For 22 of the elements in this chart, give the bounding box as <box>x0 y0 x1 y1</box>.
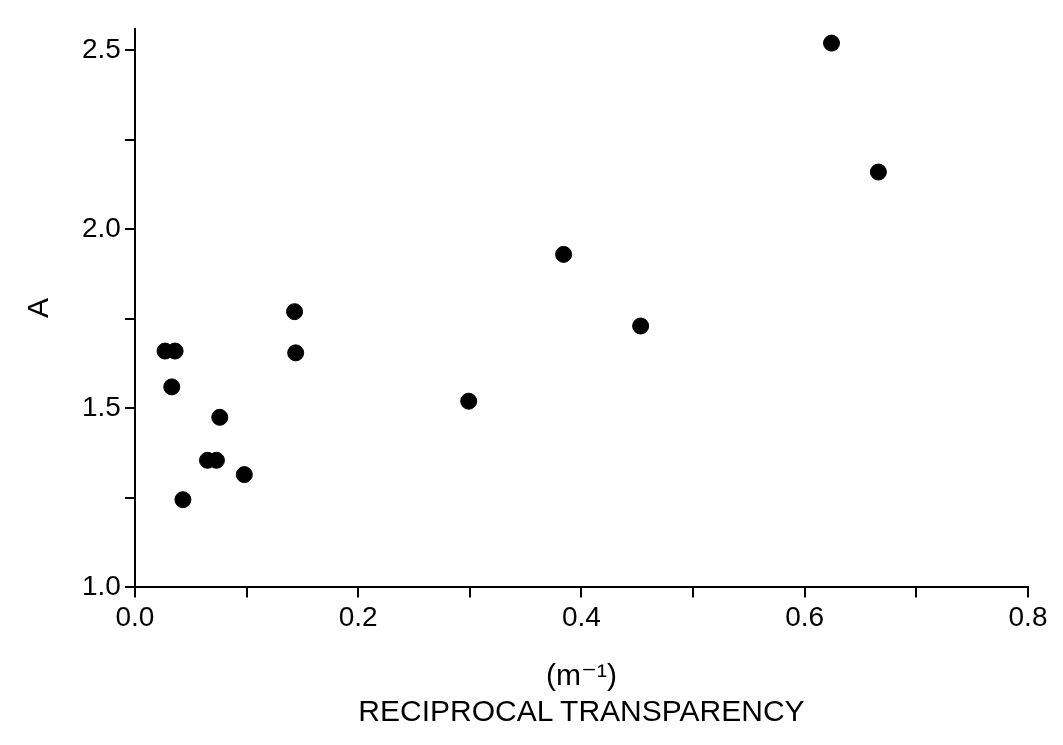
point <box>823 34 841 52</box>
y-tick-label: 1.5 <box>81 391 121 423</box>
y-tick-label: 2.0 <box>81 212 121 244</box>
point <box>555 245 573 263</box>
point <box>460 392 478 410</box>
point <box>235 466 253 484</box>
x-tick-label: 0.2 <box>338 600 378 632</box>
point <box>632 317 650 335</box>
x-tick-label: 0.8 <box>1008 600 1048 632</box>
y-tick-label: 1.0 <box>81 570 121 602</box>
x-axis-title: (m⁻¹) RECIPROCAL TRANSPARENCY <box>358 658 805 728</box>
y-axis-title: A <box>21 298 55 319</box>
x-tick-label: 0.6 <box>785 600 825 632</box>
point <box>286 303 304 321</box>
x-tick-label: 0.0 <box>115 600 155 632</box>
point <box>211 408 229 426</box>
y-tick-label: 2.5 <box>81 33 121 64</box>
point <box>869 163 887 181</box>
x-tick-label: 0.4 <box>561 600 601 632</box>
point <box>287 344 305 362</box>
point <box>174 491 192 509</box>
point <box>163 378 181 396</box>
